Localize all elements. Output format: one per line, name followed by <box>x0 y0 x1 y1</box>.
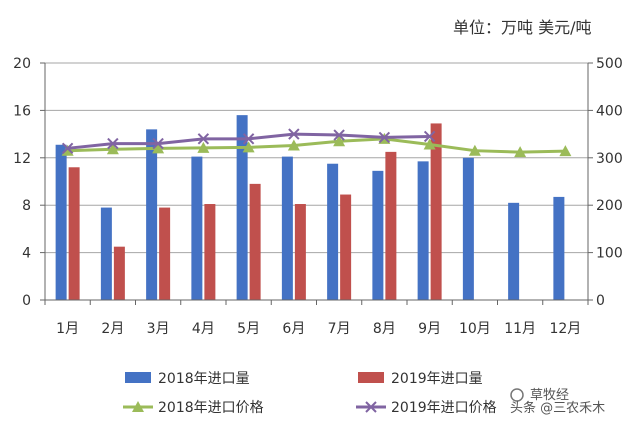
left-tick-label: 8 <box>22 198 31 214</box>
legend-2018-price-label: 2018年进口价格 <box>158 400 264 416</box>
legend: 2018年进口量 2019年进口量 2018年进口价格 2019年进口价格 <box>123 371 497 416</box>
bar-2019-3 <box>159 207 171 300</box>
point-2018-5 <box>242 141 255 153</box>
x-tick-label: 7月 <box>328 321 351 337</box>
bar-2018-10 <box>462 157 474 300</box>
left-tick-label: 0 <box>22 293 31 309</box>
x-tick-label: 5月 <box>237 321 260 337</box>
left-tick-label: 16 <box>13 103 31 119</box>
x-tick-label: 6月 <box>282 321 305 337</box>
x-tick-label: 10月 <box>459 321 491 337</box>
point-2019-1 <box>61 142 74 155</box>
watermark-line1: 草牧经 <box>530 388 569 403</box>
bar-2018-1 <box>55 144 67 300</box>
x-tick-label: 2月 <box>101 321 124 337</box>
point-2019-9 <box>423 130 436 143</box>
line-2018-price <box>67 137 566 154</box>
bar-2019-4 <box>204 204 216 300</box>
point-2018-4 <box>197 141 210 153</box>
x-tick-label: 11月 <box>504 321 536 337</box>
x-tick-label: 4月 <box>192 321 215 337</box>
watermark-icon <box>510 388 524 402</box>
bar-2018-12 <box>553 196 565 300</box>
legend-2019-volume-label: 2019年进口量 <box>391 371 483 387</box>
right-tick-label: 400 <box>596 103 623 119</box>
right-tick-label: 300 <box>596 151 623 167</box>
left-tick-label: 12 <box>13 151 31 167</box>
point-2019-7 <box>333 129 345 141</box>
bar-2019-2 <box>113 246 125 300</box>
bars <box>55 115 565 300</box>
watermark-line2: 头条 @三农禾木 <box>510 400 605 416</box>
left-tick-label: 20 <box>13 56 31 72</box>
point-2019-3 <box>152 137 164 150</box>
watermark: 草牧经 头条 @三农禾木 <box>510 388 605 416</box>
bar-2018-5 <box>236 115 248 300</box>
right-tick-label: 200 <box>596 198 623 214</box>
legend-2019-price-label: 2019年进口价格 <box>391 400 497 416</box>
legend-2019-price-marker <box>365 401 377 413</box>
bar-2018-9 <box>417 161 429 300</box>
bar-2019-5 <box>249 183 261 300</box>
x-tick-label: 9月 <box>418 321 441 337</box>
left-tick-label: 4 <box>22 246 31 262</box>
bar-2018-3 <box>146 129 158 300</box>
bar-2018-8 <box>372 170 384 300</box>
point-2018-1 <box>61 144 74 156</box>
bar-2018-2 <box>100 207 112 300</box>
point-2019-4 <box>197 133 210 145</box>
legend-2018-price-marker <box>132 401 144 412</box>
bar-2019-9 <box>430 123 442 300</box>
point-2018-7 <box>333 135 346 147</box>
legend-2018-volume-label: 2018年进口量 <box>158 371 250 387</box>
unit-label: 单位：万吨 美元/吨 <box>453 18 591 37</box>
point-2019-8 <box>378 131 391 144</box>
legend-2018-volume-swatch <box>125 372 151 383</box>
x-tick-label: 12月 <box>549 321 581 337</box>
point-2019-6 <box>288 128 300 140</box>
right-tick-label: 100 <box>596 246 623 262</box>
bar-2018-11 <box>508 202 520 300</box>
legend-2019-volume-swatch <box>358 372 384 383</box>
right-tick-label: 0 <box>596 293 605 309</box>
bar-2019-1 <box>68 167 80 300</box>
bar-2018-4 <box>191 156 203 300</box>
x-tick-label: 1月 <box>56 321 79 337</box>
point-2018-6 <box>287 139 300 151</box>
point-2018-2 <box>106 143 119 155</box>
point-2019-2 <box>107 137 119 150</box>
point-2018-3 <box>152 142 165 154</box>
gridlines <box>45 62 588 301</box>
bar-2019-6 <box>294 204 306 300</box>
point-2018-10 <box>468 144 481 156</box>
point-2018-12 <box>559 145 572 157</box>
bar-2018-6 <box>281 156 293 300</box>
point-2019-5 <box>242 133 255 145</box>
x-tick-label: 8月 <box>373 321 396 337</box>
x-tick-label: 3月 <box>147 321 170 337</box>
bar-2018-7 <box>327 163 339 300</box>
point-2018-9 <box>423 138 436 150</box>
bar-2019-8 <box>385 151 397 300</box>
point-2018-11 <box>514 146 527 158</box>
right-tick-label: 500 <box>596 56 623 72</box>
bar-2019-7 <box>340 194 352 300</box>
price-lines <box>61 128 572 158</box>
